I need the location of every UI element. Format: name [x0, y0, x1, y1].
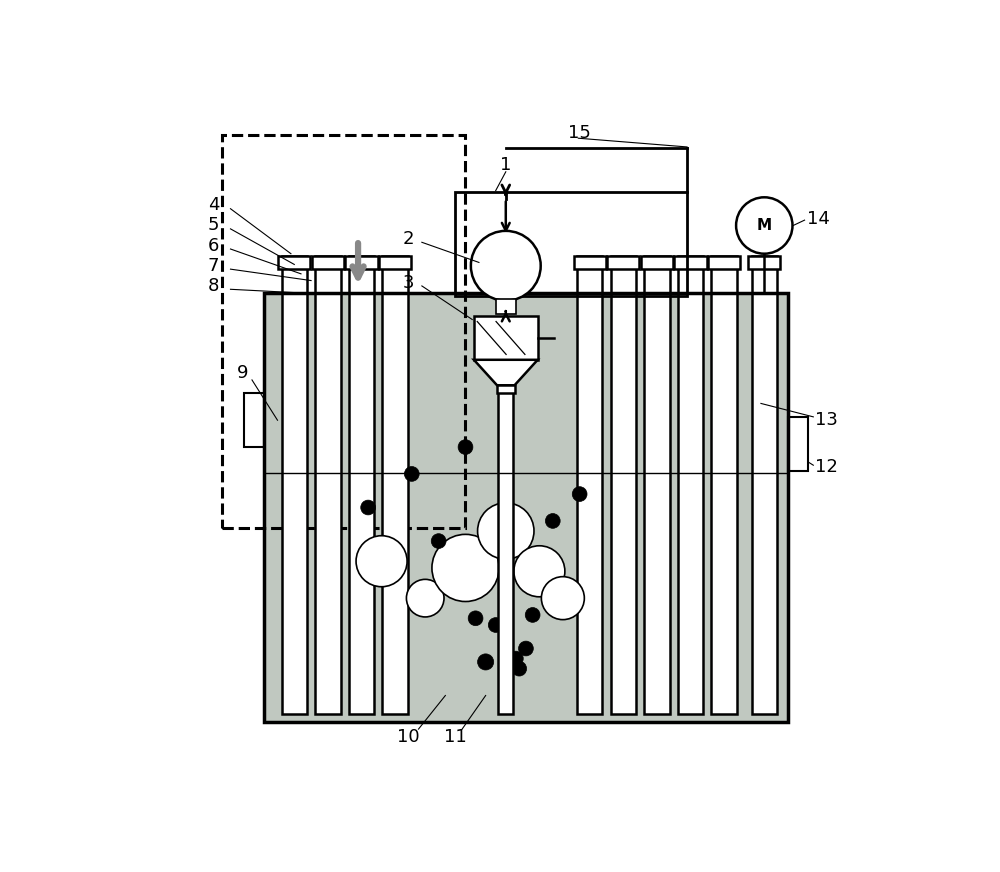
Bar	[613, 473, 634, 714]
Bar	[264, 293, 788, 722]
Text: 1: 1	[500, 156, 511, 174]
Bar	[680, 473, 701, 714]
Circle shape	[541, 576, 584, 620]
Bar	[713, 473, 735, 714]
Bar	[500, 360, 512, 473]
Bar	[317, 473, 339, 714]
Text: 5: 5	[208, 216, 219, 235]
Bar	[315, 255, 341, 714]
Circle shape	[432, 535, 499, 602]
Circle shape	[545, 514, 560, 528]
Bar	[244, 393, 264, 447]
Bar	[613, 269, 634, 473]
Bar	[351, 269, 372, 473]
Polygon shape	[474, 360, 538, 385]
Bar	[222, 135, 465, 528]
Bar	[349, 255, 374, 714]
Bar	[611, 255, 636, 714]
Bar	[312, 255, 344, 269]
Bar	[284, 473, 305, 714]
Bar	[680, 269, 701, 473]
Text: M: M	[757, 218, 772, 233]
Circle shape	[478, 654, 494, 670]
Circle shape	[478, 503, 534, 559]
Bar	[678, 255, 703, 714]
Bar	[574, 255, 606, 269]
Bar	[713, 269, 735, 473]
Circle shape	[471, 231, 541, 301]
Circle shape	[404, 467, 419, 481]
Bar	[379, 255, 411, 269]
Circle shape	[406, 579, 444, 617]
Text: 13: 13	[815, 412, 838, 429]
Circle shape	[488, 617, 503, 632]
Bar	[278, 255, 310, 269]
Bar	[282, 255, 307, 714]
Circle shape	[514, 546, 565, 596]
Circle shape	[361, 501, 376, 514]
Circle shape	[431, 534, 446, 548]
Circle shape	[519, 641, 533, 656]
Text: 10: 10	[397, 728, 420, 746]
Bar	[754, 269, 775, 473]
Circle shape	[508, 651, 523, 666]
Circle shape	[458, 439, 473, 454]
Bar	[455, 192, 687, 296]
Circle shape	[525, 608, 540, 623]
Text: 8: 8	[208, 277, 219, 295]
Bar	[498, 360, 513, 714]
Circle shape	[572, 487, 587, 501]
Text: 6: 6	[208, 236, 219, 255]
Bar	[317, 269, 339, 473]
Bar	[264, 293, 788, 722]
Circle shape	[736, 197, 792, 254]
Circle shape	[498, 644, 513, 659]
Bar	[708, 255, 740, 269]
Bar	[646, 473, 668, 714]
Text: 2: 2	[403, 230, 414, 248]
Bar	[497, 385, 515, 393]
Text: 14: 14	[807, 210, 829, 228]
Bar	[384, 269, 406, 473]
Bar	[748, 255, 780, 269]
Bar	[788, 417, 808, 471]
Bar	[644, 255, 670, 714]
Text: 15: 15	[568, 124, 591, 142]
Bar	[752, 255, 777, 714]
Bar	[284, 269, 305, 473]
Circle shape	[512, 661, 527, 676]
Bar	[579, 269, 600, 473]
Circle shape	[468, 611, 483, 626]
Bar	[646, 269, 668, 473]
Bar	[496, 299, 516, 314]
Bar	[474, 317, 538, 360]
Bar	[351, 473, 372, 714]
Text: 11: 11	[444, 728, 467, 746]
Bar	[674, 255, 707, 269]
Bar	[641, 255, 673, 269]
Text: 9: 9	[237, 364, 248, 382]
Text: 12: 12	[815, 458, 838, 476]
Bar	[577, 255, 602, 714]
Bar	[754, 473, 775, 714]
Bar	[607, 255, 639, 269]
Bar	[384, 473, 406, 714]
Text: 3: 3	[403, 274, 414, 291]
Text: 4: 4	[208, 196, 219, 215]
Text: 7: 7	[208, 256, 219, 275]
Bar	[579, 473, 600, 714]
Bar	[382, 255, 408, 714]
Bar	[345, 255, 378, 269]
Bar	[711, 255, 737, 714]
Circle shape	[356, 535, 407, 587]
